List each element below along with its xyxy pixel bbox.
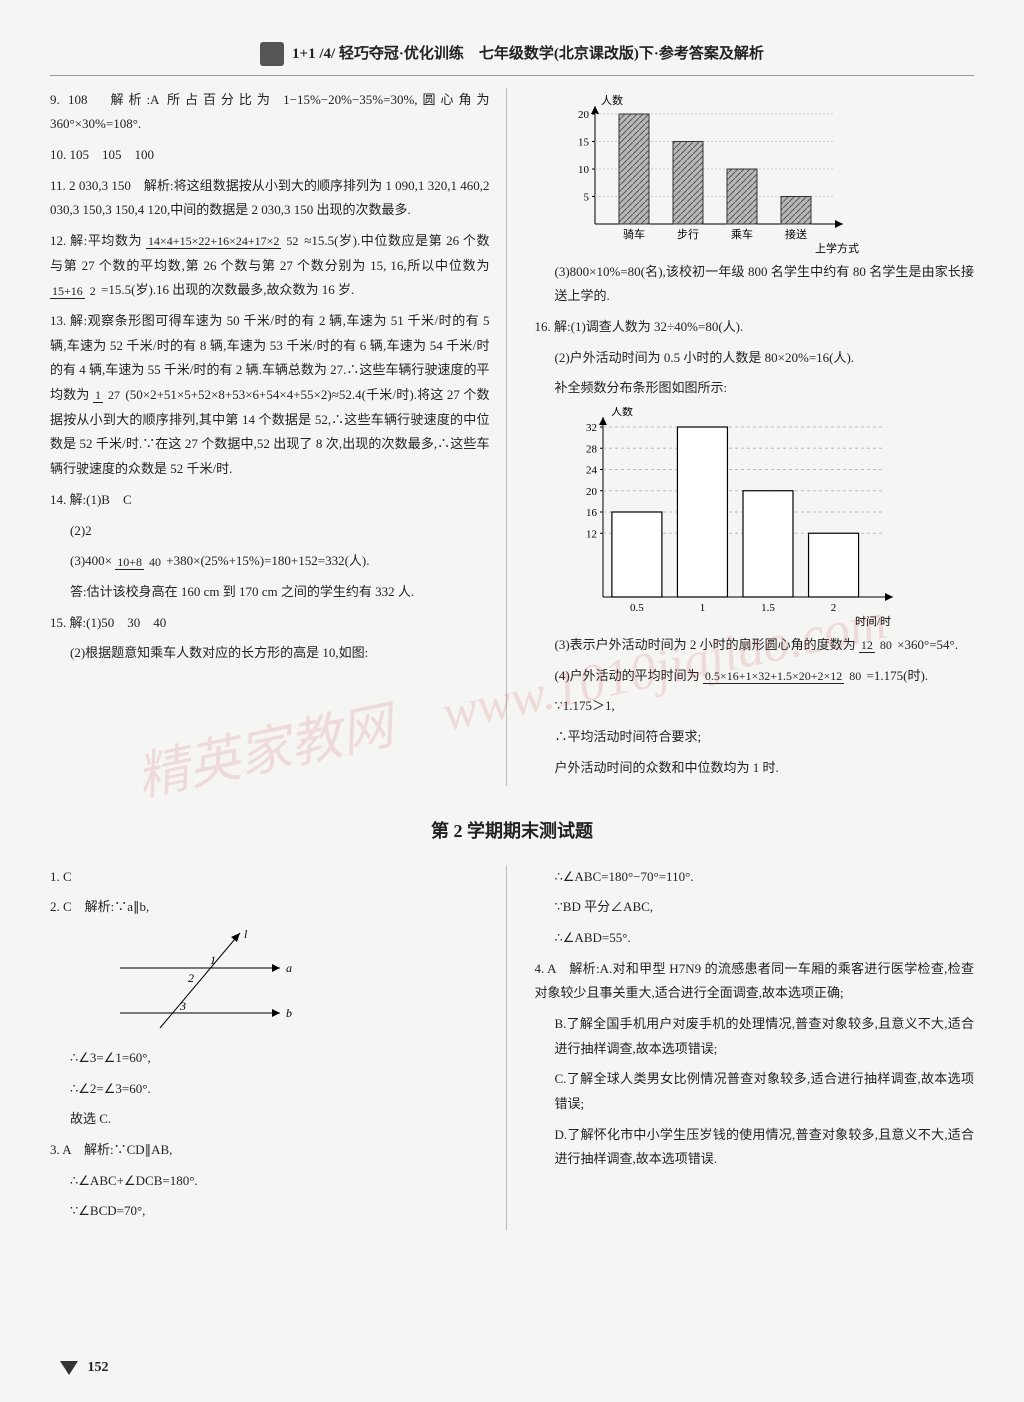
- upper-left-column: 9. 108 解析:A 所占百分比为 1−15%−20%−35%=30%,圆心角…: [50, 88, 507, 787]
- sec2-b2: ∵BD 平分∠ABC,: [535, 895, 975, 920]
- answer-16-3: (3)表示户外活动时间为 2 小时的扇形圆心角的度数为 12 80 ×360°=…: [535, 633, 975, 658]
- svg-text:3: 3: [179, 999, 186, 1013]
- answer-9: 9. 108 解析:A 所占百分比为 1−15%−20%−35%=30%,圆心角…: [50, 88, 490, 137]
- svg-text:1: 1: [210, 953, 216, 967]
- answer-16-2: (2)户外活动时间为 0.5 小时的人数是 80×20%=16(人).: [535, 346, 975, 371]
- svg-text:b: b: [286, 1006, 292, 1020]
- footer-icon: [60, 1361, 78, 1375]
- upper-columns: 9. 108 解析:A 所占百分比为 1−15%−20%−35%=30%,圆心角…: [50, 88, 974, 787]
- header-title: 1+1 /4/ 轻巧夺冠·优化训练 七年级数学(北京课改版)下·参考答案及解析: [292, 40, 764, 69]
- q12-fraction-1: 14×4+15×22+16×24+17×2 52: [146, 235, 300, 248]
- page-footer: 152: [60, 1355, 109, 1382]
- svg-text:16: 16: [586, 507, 598, 519]
- svg-text:5: 5: [583, 191, 589, 203]
- sec2-answer-4c: C.了解全球人类男女比例情况普查对象较多,适合进行抽样调查,故本选项错误;: [535, 1067, 975, 1116]
- svg-text:1: 1: [699, 602, 705, 614]
- section-2-title: 第 2 学期期末测试题: [50, 814, 974, 848]
- chart-1-transport: 5 10 15 20 骑车 步行 乘车 接送 人数上学方式: [555, 94, 975, 254]
- svg-text:步行: 步行: [677, 228, 699, 241]
- chart-2-activity: 12 16 20 24 28 32 0.5 1 1.5 2 人数时间/时: [555, 407, 975, 627]
- page-header: 1+1 /4/ 轻巧夺冠·优化训练 七年级数学(北京课改版)下·参考答案及解析: [50, 40, 974, 76]
- logo-icon: [260, 42, 284, 66]
- svg-text:接送: 接送: [785, 227, 807, 241]
- q14-fraction: 10+8 40: [115, 556, 163, 569]
- upper-right-column: 5101520骑车步行乘车接送人数上学方式 (3)800×10%=80(名),该…: [531, 88, 975, 787]
- sec2-answer-2d: 故选 C.: [50, 1107, 490, 1132]
- sec2-answer-1: 1. C: [50, 865, 490, 890]
- svg-text:15: 15: [578, 136, 590, 148]
- svg-text:2: 2: [188, 971, 194, 985]
- answer-16-4c: ∴平均活动时间符合要求;: [535, 725, 975, 750]
- sec2-answer-4a: 4. A 解析:A.对和甲型 H7N9 的流感患者同一车厢的乘客进行医学检查,检…: [535, 957, 975, 1006]
- svg-text:32: 32: [586, 422, 597, 434]
- q14-text-c: (3)400×: [70, 553, 112, 568]
- q15-part3: (3)800×10%=80(名),该校初一年级 800 名学生中约有 80 名学…: [535, 260, 975, 309]
- svg-text:20: 20: [586, 486, 598, 498]
- lower-left-column: 1. C 2. C 解析:∵a∥b, a b l 1 23 ∴∠3=∠1=60°, ∴∠…: [50, 865, 507, 1231]
- svg-text:24: 24: [586, 464, 598, 476]
- q16-text-f: (4)户外活动的平均时间为: [555, 668, 700, 683]
- answer-14-ans: 答:估计该校身高在 160 cm 到 170 cm 之间的学生约有 332 人.: [50, 580, 490, 605]
- answer-13: 13. 解:观察条形图可得车速为 50 千米/时的有 2 辆,车速为 51 千米…: [50, 309, 490, 482]
- q16-text-g: =1.175(时).: [867, 668, 929, 683]
- answer-14-2: (2)2: [50, 519, 490, 544]
- q16-text-e: ×360°=54°.: [897, 637, 958, 652]
- sec2-answer-2c: ∴∠2=∠3=60°.: [50, 1077, 490, 1102]
- svg-text:乘车: 乘车: [731, 227, 753, 241]
- answer-11: 11. 2 030,3 150 解析:将这组数据按从小到大的顺序排列为 1 09…: [50, 174, 490, 223]
- svg-text:0.5: 0.5: [630, 602, 644, 614]
- q16-text-d: (3)表示户外活动时间为 2 小时的扇形圆心角的度数为: [555, 637, 856, 652]
- q12-fraction-2: 15+16 2: [50, 285, 98, 298]
- q14-text-d: +380×(25%+15%)=180+152=332(人).: [166, 553, 369, 568]
- answer-16-4b: ∵1.175＞1,: [535, 694, 975, 719]
- chart1-svg: 5 10 15 20 骑车 步行 乘车 接送 人数上学方式: [555, 94, 875, 254]
- sec2-answer-4b: B.了解全国手机用户对废手机的处理情况,普查对象较多,且意义不大,适合进行抽样调…: [535, 1012, 975, 1061]
- sec2-b3: ∴∠ABD=55°.: [535, 926, 975, 951]
- svg-text:10: 10: [578, 164, 590, 176]
- q16-fraction-1: 12 80: [859, 639, 894, 652]
- geom-svg: a b l 1 23: [110, 928, 310, 1038]
- svg-text:时间/时: 时间/时: [855, 615, 891, 627]
- q16-fraction-2: 0.5×16+1×32+1.5×20+2×12 80: [703, 670, 863, 683]
- svg-text:a: a: [286, 961, 292, 975]
- answer-15-2: (2)根据题意知乘车人数对应的长方形的高是 10,如图:: [50, 641, 490, 666]
- answer-14-3: (3)400× 10+8 40 +380×(25%+15%)=180+152=3…: [50, 549, 490, 574]
- lower-columns: 1. C 2. C 解析:∵a∥b, a b l 1 23 ∴∠3=∠1=60°, ∴∠…: [50, 865, 974, 1231]
- lower-right-column: ∴∠ABC=180°−70°=110°. ∵BD 平分∠ABC, ∴∠ABD=5…: [531, 865, 975, 1231]
- answer-15-1: 15. 解:(1)50 30 40: [50, 611, 490, 636]
- sec2-answer-2a: 2. C 解析:∵a∥b,: [50, 895, 490, 920]
- sec2-answer-3c: ∵∠BCD=70°,: [50, 1199, 490, 1224]
- sec2-answer-3b: ∴∠ABC+∠DCB=180°.: [50, 1169, 490, 1194]
- svg-text:l: l: [244, 928, 248, 941]
- geometry-figure: a b l 1 23: [110, 928, 490, 1038]
- answer-10: 10. 105 105 100: [50, 143, 490, 168]
- sec2-answer-3a: 3. A 解析:∵CD∥AB,: [50, 1138, 490, 1163]
- answer-16-2b: 补全频数分布条形图如图所示:: [535, 376, 975, 401]
- answer-12: 12. 解:平均数为 14×4+15×22+16×24+17×2 52 ≈15.…: [50, 229, 490, 303]
- answer-14-1: 14. 解:(1)B C: [50, 488, 490, 513]
- q12-text-c: =15.5(岁).16 出现的次数最多,故众数为 16 岁.: [101, 282, 354, 297]
- svg-text:1.5: 1.5: [761, 602, 775, 614]
- svg-text:上学方式: 上学方式: [815, 241, 859, 254]
- svg-text:20: 20: [578, 109, 590, 121]
- sec2-answer-2b: ∴∠3=∠1=60°,: [50, 1046, 490, 1071]
- svg-text:2: 2: [830, 602, 836, 614]
- q12-text-a: 12. 解:平均数为: [50, 233, 142, 248]
- answer-16-1: 16. 解:(1)调查人数为 32÷40%=80(人).: [535, 315, 975, 340]
- svg-text:骑车: 骑车: [623, 227, 645, 241]
- q13-fraction: 1 27: [93, 389, 122, 402]
- answer-16-4d: 户外活动时间的众数和中位数均为 1 时.: [535, 756, 975, 781]
- svg-text:人数: 人数: [601, 94, 623, 107]
- svg-text:人数: 人数: [611, 407, 633, 418]
- sec2-b1: ∴∠ABC=180°−70°=110°.: [535, 865, 975, 890]
- chart2-svg: 12 16 20 24 28 32 0.5 1 1.5 2 人数时间/时: [555, 407, 915, 627]
- page-number: 152: [88, 1360, 109, 1375]
- answer-16-4: (4)户外活动的平均时间为 0.5×16+1×32+1.5×20+2×12 80…: [535, 664, 975, 689]
- sec2-answer-4d: D.了解怀化市中小学生压岁钱的使用情况,普查对象较多,且意义不大,适合进行抽样调…: [535, 1123, 975, 1172]
- svg-text:12: 12: [586, 528, 597, 540]
- svg-text:28: 28: [586, 443, 598, 455]
